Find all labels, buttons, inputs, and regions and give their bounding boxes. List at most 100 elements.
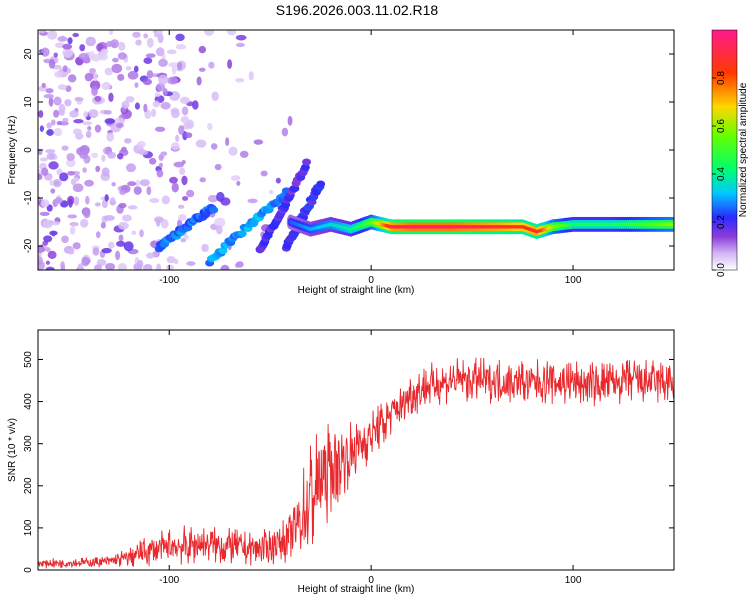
spectrogram-noise-blob <box>181 175 188 186</box>
spectrogram-noise-blob <box>79 44 86 52</box>
colorbar-gradient <box>711 29 738 271</box>
spectrogram-noise-blob <box>95 165 101 173</box>
spectrogram-noise-blob <box>160 102 171 110</box>
spectrogram-noise-blob <box>142 78 153 86</box>
spectrogram-noise-blob <box>39 125 44 132</box>
y-tick-label: 200 <box>23 477 34 494</box>
spectrogram-noise-blob <box>79 150 88 159</box>
spectrogram-noise-blob <box>235 261 244 268</box>
spectrogram-noise-blob <box>117 73 125 81</box>
spectrogram-noise-blob <box>45 149 56 154</box>
spectrogram-noise-blob <box>88 109 99 119</box>
spectrogram-noise-blob <box>58 103 66 114</box>
chart-title: S196.2026.003.11.02.R18 <box>276 2 439 18</box>
spectrogram-noise-blob <box>121 214 132 222</box>
spectrogram-noise-blob <box>211 91 219 101</box>
spectrogram-noise-blob <box>93 72 98 82</box>
spectrogram-noise-blob <box>171 182 179 193</box>
spectrogram-noise-blob <box>57 84 67 91</box>
spectrogram-noise-blob <box>111 181 116 187</box>
y-tick-label: 10 <box>23 96 34 108</box>
spectrogram-noise-blob <box>69 226 76 235</box>
spectrogram-noise-blob <box>146 37 154 48</box>
spectrogram-noise-blob <box>118 234 124 242</box>
spectrogram-marks <box>38 30 674 270</box>
spectrogram-noise-blob <box>112 57 119 63</box>
spectrogram-noise-blob <box>61 145 69 151</box>
spectrogram-noise-blob <box>72 242 81 250</box>
spectrogram-noise-blob <box>235 34 247 41</box>
spectrogram-noise-blob <box>196 76 202 86</box>
spectrogram-noise-blob <box>42 219 53 229</box>
spectrogram-noise-blob <box>139 179 150 187</box>
spectrogram-noise-blob <box>179 96 190 104</box>
spectrogram-noise-blob <box>157 33 164 44</box>
spectrogram-noise-blob <box>60 261 65 270</box>
spectrogram-noise-blob <box>82 121 93 126</box>
spectrogram-noise-blob <box>43 235 53 243</box>
spectrogram-noise-blob <box>103 215 115 221</box>
spectrogram-noise-blob <box>287 115 293 126</box>
spectrogram-noise-blob <box>136 140 146 148</box>
colorbar-tick-label: 0.2 <box>716 215 727 229</box>
spectrogram-noise-blob <box>99 53 108 61</box>
spectrogram-noise-blob <box>158 162 163 168</box>
spectrogram-noise-blob <box>143 57 153 65</box>
spectrogram-noise-blob <box>198 45 207 54</box>
spectrogram-noise-blob <box>156 82 166 92</box>
colorbar-tick-label: 0.4 <box>716 167 727 181</box>
spectrogram-noise-blob <box>118 202 127 209</box>
spectrogram-noise-blob <box>156 263 162 270</box>
spectrogram-noise-blob <box>62 65 68 73</box>
spectrogram-noise-blob <box>153 216 164 223</box>
spectrogram-noise-blob <box>119 189 127 195</box>
spectrogram-noise-blob <box>146 186 152 196</box>
spectrogram-noise-blob <box>94 95 102 102</box>
spectrogram-noise-blob <box>186 119 195 129</box>
spectrogram-noise-blob <box>72 128 83 135</box>
snr-series-line <box>38 357 674 569</box>
spectrogram-noise-blob <box>133 186 142 195</box>
colorbar-label: Normalized spectral amplitude <box>738 82 749 217</box>
spectrogram-noise-blob <box>135 179 140 187</box>
spectrogram-noise-blob <box>181 160 186 165</box>
spectrogram-noise-blob <box>230 175 241 181</box>
spectrogram-noise-blob <box>275 177 281 184</box>
spectrogram-noise-blob <box>104 194 109 202</box>
spectrogram-y-label: Frequency (Hz) <box>7 116 18 185</box>
spectrogram-noise-blob <box>45 88 54 94</box>
spectrogram-noise-blob <box>139 229 144 238</box>
spectrogram-noise-blob <box>88 38 94 45</box>
spectrogram-noise-blob <box>91 86 98 97</box>
spectrogram-noise-blob <box>167 76 179 85</box>
spectrogram-noise-blob <box>115 250 121 261</box>
spectrogram-noise-blob <box>158 58 168 67</box>
spectrogram-noise-blob <box>103 110 112 115</box>
spectrogram-noise-blob <box>118 41 126 51</box>
spectrogram-noise-blob <box>220 264 230 270</box>
spectrogram-noise-blob <box>143 264 153 270</box>
spectrogram-noise-blob <box>134 82 139 88</box>
colorbar-tick-label: 0.6 <box>716 119 727 133</box>
spectrogram-noise-blob <box>170 142 180 151</box>
spectrogram-noise-blob <box>127 181 137 187</box>
spectrogram-x-label: Height of straight line (km) <box>298 285 415 296</box>
spectrogram-noise-blob <box>201 243 209 253</box>
spectrogram-noise-blob <box>72 32 80 38</box>
spectrogram-noise-blob <box>73 119 84 124</box>
spectrogram-noise-blob <box>253 139 264 145</box>
y-tick-label: -20 <box>23 238 34 253</box>
spectrogram-noise-blob <box>124 138 132 144</box>
spectrogram-noise-blob <box>39 157 48 162</box>
spectrogram-noise-blob <box>155 47 165 57</box>
spectrogram-noise-blob <box>92 247 100 256</box>
spectrogram-noise-blob <box>38 246 46 253</box>
spectrogram-noise-blob <box>178 214 187 222</box>
spectrogram-noise-blob <box>53 180 60 186</box>
spectrogram-noise-blob <box>145 53 156 58</box>
spectrogram-noise-blob <box>281 127 289 137</box>
spectrogram-chirp-mark <box>300 163 310 171</box>
spectrogram-noise-blob <box>66 67 72 74</box>
spectrogram-noise-blob <box>115 122 124 128</box>
